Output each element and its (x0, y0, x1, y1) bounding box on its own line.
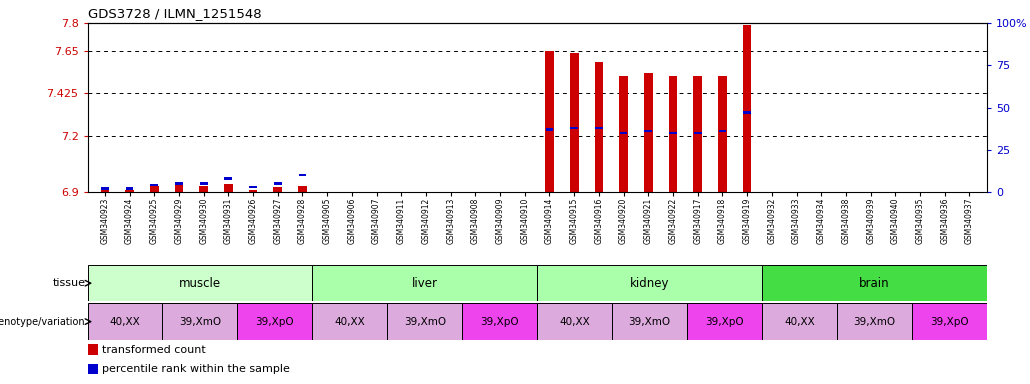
Text: genotype/variation: genotype/variation (0, 316, 85, 327)
Bar (200, 186, 208, 192)
Bar (249, 186, 256, 188)
Bar (126, 190, 134, 192)
Text: 39,XmO: 39,XmO (628, 316, 671, 327)
Bar (668, 76, 678, 192)
Bar (462, 303, 538, 340)
Bar (200, 182, 207, 185)
Bar (687, 303, 762, 340)
Bar (126, 187, 134, 190)
Bar (594, 63, 604, 192)
Bar (619, 76, 628, 192)
Bar (387, 303, 462, 340)
Text: 39,XmO: 39,XmO (853, 316, 895, 327)
Bar (163, 303, 237, 340)
Bar (546, 128, 553, 131)
Text: 40,XX: 40,XX (335, 316, 366, 327)
Bar (312, 303, 387, 340)
Text: GDS3728 / ILMN_1251548: GDS3728 / ILMN_1251548 (88, 7, 262, 20)
Bar (248, 190, 258, 192)
Bar (645, 130, 652, 132)
Bar (299, 174, 306, 176)
Bar (762, 303, 836, 340)
Text: 40,XX: 40,XX (109, 316, 140, 327)
Text: 39,XpO: 39,XpO (480, 316, 519, 327)
Bar (273, 187, 282, 192)
Bar (298, 186, 307, 192)
Bar (312, 265, 538, 301)
Bar (538, 303, 612, 340)
Bar (762, 265, 987, 301)
Bar (88, 265, 312, 301)
Bar (744, 111, 751, 114)
Bar (545, 51, 554, 192)
Bar (225, 184, 233, 192)
Text: kidney: kidney (629, 277, 670, 290)
Bar (274, 182, 281, 185)
Text: 40,XX: 40,XX (784, 316, 815, 327)
Bar (670, 132, 677, 134)
Text: brain: brain (859, 277, 890, 290)
Bar (718, 76, 727, 192)
Bar (101, 190, 109, 192)
Bar (570, 53, 579, 192)
Bar (150, 186, 159, 192)
Text: 39,XpO: 39,XpO (930, 316, 968, 327)
Bar (175, 184, 183, 192)
Text: 39,XpO: 39,XpO (255, 316, 295, 327)
Bar (225, 177, 232, 180)
Bar (538, 265, 762, 301)
Text: transformed count: transformed count (102, 345, 206, 355)
Bar (836, 303, 912, 340)
Bar (693, 76, 702, 192)
Bar (612, 303, 687, 340)
Bar (101, 187, 109, 190)
Bar (620, 132, 627, 134)
Text: 39,XmO: 39,XmO (179, 316, 221, 327)
Text: tissue: tissue (53, 278, 85, 288)
Bar (644, 73, 653, 192)
Bar (571, 127, 578, 129)
Bar (912, 303, 987, 340)
Text: muscle: muscle (179, 277, 221, 290)
Bar (719, 130, 726, 132)
Bar (595, 127, 603, 129)
Text: 39,XmO: 39,XmO (404, 316, 446, 327)
Bar (694, 132, 701, 134)
Bar (175, 182, 183, 185)
Text: percentile rank within the sample: percentile rank within the sample (102, 364, 289, 374)
Bar (88, 303, 163, 340)
Bar (743, 25, 752, 192)
Bar (150, 184, 159, 186)
Text: liver: liver (412, 277, 438, 290)
Bar (237, 303, 312, 340)
Text: 40,XX: 40,XX (559, 316, 590, 327)
Text: 39,XpO: 39,XpO (706, 316, 744, 327)
